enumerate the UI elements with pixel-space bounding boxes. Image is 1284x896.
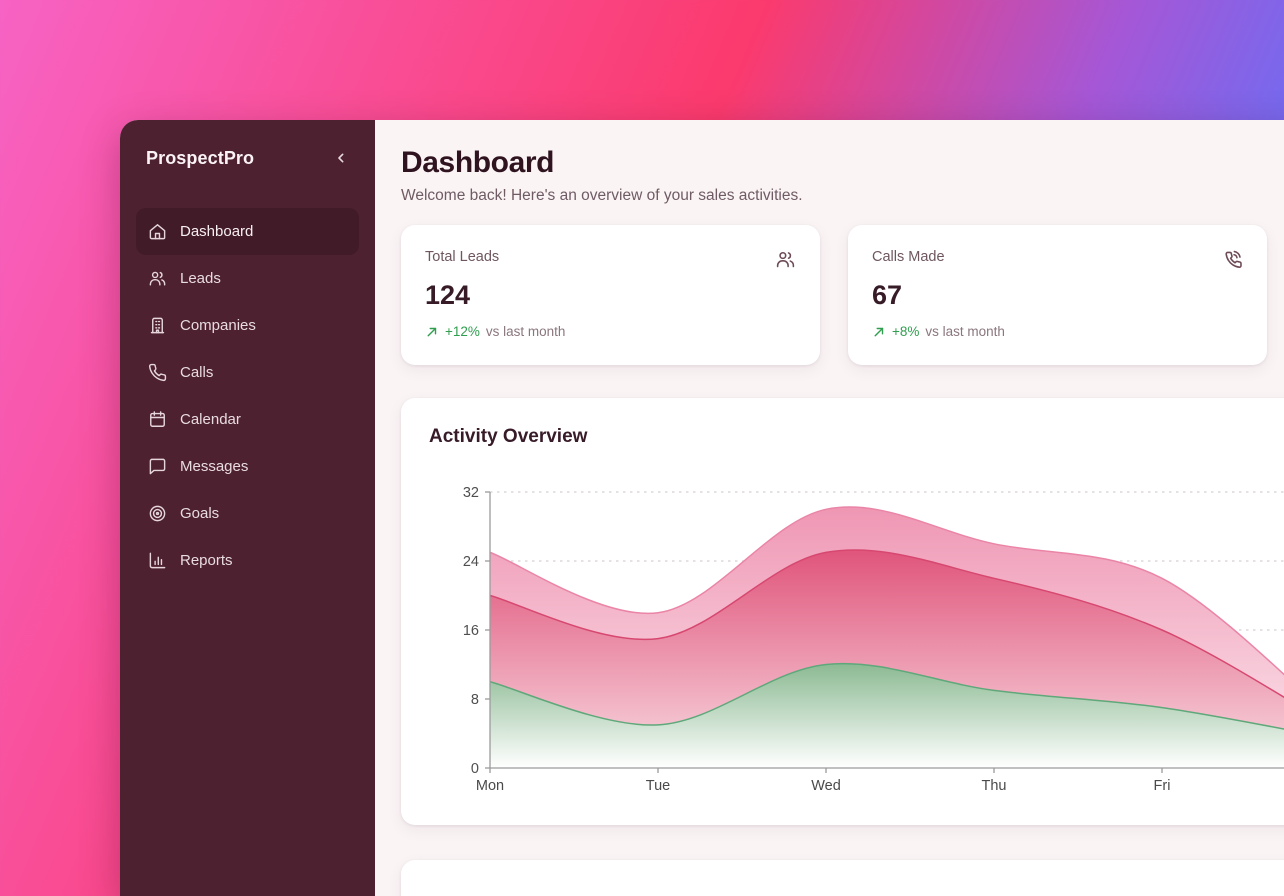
chevron-left-icon — [333, 150, 349, 166]
trend-up-arrow-icon — [425, 325, 439, 339]
sidebar-item-label: Messages — [180, 458, 249, 475]
app-logo-title: ProspectPro — [146, 147, 255, 168]
users-icon — [148, 269, 167, 288]
svg-text:Fri: Fri — [1154, 778, 1171, 794]
sidebar-item-leads[interactable]: Leads — [136, 255, 359, 302]
activity-area-chart: 0 8 16 24 32 Mon Tue Wed Thu Fri — [429, 470, 1284, 807]
svg-text:Thu: Thu — [982, 778, 1007, 794]
sidebar-item-label: Calendar — [180, 411, 241, 428]
stat-card-total-leads: Total Leads 124 +12% vs last month — [401, 225, 820, 365]
sidebar-item-label: Companies — [180, 317, 256, 334]
home-icon — [148, 222, 167, 241]
message-square-icon — [148, 457, 167, 476]
stats-row: Total Leads 124 +12% vs last month Calls — [401, 225, 1284, 365]
svg-text:Wed: Wed — [811, 778, 841, 794]
stat-value: 67 — [872, 280, 903, 310]
phone-icon — [148, 363, 167, 382]
target-icon — [148, 504, 167, 523]
chart-canvas: 0 8 16 24 32 Mon Tue Wed Thu Fri — [463, 485, 1284, 794]
phone-call-icon — [1222, 249, 1243, 270]
next-section-card — [401, 860, 1284, 896]
svg-text:0: 0 — [471, 761, 479, 777]
sidebar-nav: Dashboard Leads Companies Calls — [136, 208, 359, 584]
svg-text:24: 24 — [463, 554, 479, 570]
trend-suffix: vs last month — [485, 324, 566, 339]
building-icon — [148, 316, 167, 335]
sidebar-item-label: Calls — [180, 364, 214, 381]
sidebar-item-goals[interactable]: Goals — [136, 490, 359, 537]
sidebar: ProspectPro Dashboard Leads — [120, 120, 375, 896]
trend-percentage: +12% — [445, 324, 480, 339]
stat-value: 124 — [425, 280, 471, 310]
stat-label: Total Leads — [425, 249, 500, 265]
calendar-icon — [148, 410, 167, 429]
page-title: Dashboard — [401, 146, 555, 179]
sidebar-item-companies[interactable]: Companies — [136, 302, 359, 349]
sidebar-item-label: Goals — [180, 505, 220, 522]
svg-text:32: 32 — [463, 485, 479, 501]
stat-label: Calls Made — [872, 249, 945, 265]
sidebar-item-label: Dashboard — [180, 223, 254, 240]
sidebar-item-label: Reports — [180, 552, 233, 569]
sidebar-item-dashboard[interactable]: Dashboard — [136, 208, 359, 255]
trend-up-arrow-icon — [872, 325, 886, 339]
svg-text:Mon: Mon — [476, 778, 504, 794]
sidebar-item-label: Leads — [180, 270, 221, 287]
sidebar-collapse-button[interactable] — [329, 146, 353, 170]
sidebar-item-calls[interactable]: Calls — [136, 349, 359, 396]
sidebar-item-reports[interactable]: Reports — [136, 537, 359, 584]
chart-title: Activity Overview — [429, 426, 588, 447]
svg-text:16: 16 — [463, 623, 479, 639]
app-window: ProspectPro Dashboard Leads — [120, 120, 1284, 896]
page-subtitle: Welcome back! Here's an overview of your… — [401, 187, 803, 204]
chart-column-icon — [148, 551, 167, 570]
main-content: Dashboard Welcome back! Here's an overvi… — [375, 120, 1284, 896]
stat-card-calls-made: Calls Made 67 +8% vs last month — [848, 225, 1267, 365]
sidebar-item-messages[interactable]: Messages — [136, 443, 359, 490]
users-icon — [775, 249, 796, 270]
svg-text:Tue: Tue — [646, 778, 670, 794]
sidebar-item-calendar[interactable]: Calendar — [136, 396, 359, 443]
svg-text:8: 8 — [471, 692, 479, 708]
activity-overview-card: Activity Overview 0 8 16 24 32 Mon Tue Wed Thu Fr… — [401, 398, 1284, 825]
trend-percentage: +8% — [892, 324, 920, 339]
trend-suffix: vs last month — [925, 324, 1005, 339]
sidebar-header: ProspectPro — [136, 146, 359, 170]
